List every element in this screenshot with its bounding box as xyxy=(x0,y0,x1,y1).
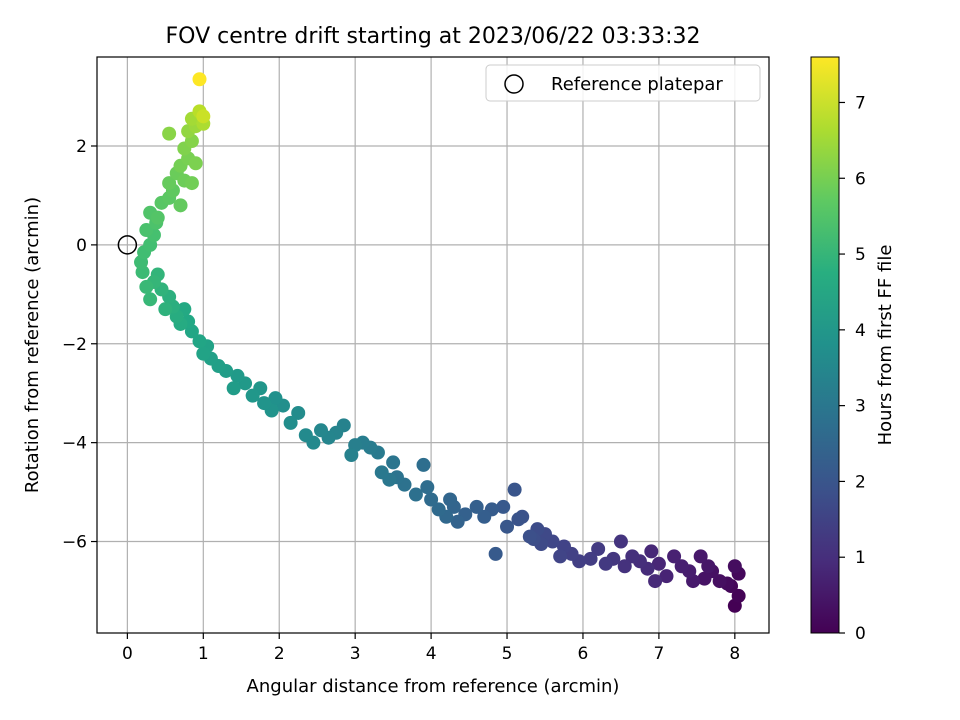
data-point xyxy=(173,198,188,213)
data-point xyxy=(408,487,423,502)
plot-frame xyxy=(96,56,770,634)
data-point xyxy=(184,176,199,191)
y-tick-label: −2 xyxy=(62,335,87,355)
data-point xyxy=(431,502,446,517)
data-point xyxy=(196,346,211,361)
data-point xyxy=(344,448,359,463)
data-point xyxy=(697,571,712,586)
x-tick-label: 6 xyxy=(578,644,589,664)
x-tick-label: 5 xyxy=(502,644,513,664)
data-point xyxy=(469,499,484,514)
data-point xyxy=(553,549,568,564)
data-point xyxy=(651,556,666,571)
legend-box xyxy=(485,64,761,102)
data-point xyxy=(712,574,727,589)
data-point xyxy=(298,428,313,443)
x-tick-label: 1 xyxy=(198,644,209,664)
data-point xyxy=(143,292,158,307)
y-axis-label: Rotation from reference (arcmin) xyxy=(22,197,43,493)
data-point xyxy=(625,549,640,564)
data-point xyxy=(162,176,177,191)
x-tick-label: 0 xyxy=(122,644,133,664)
data-point xyxy=(450,514,465,529)
data-point xyxy=(591,541,606,556)
data-point xyxy=(188,156,203,171)
y-tick-label: 2 xyxy=(76,137,87,157)
x-tick-label: 4 xyxy=(426,644,437,664)
data-point xyxy=(648,574,663,589)
data-point xyxy=(245,388,260,403)
data-point xyxy=(617,559,632,574)
data-point xyxy=(727,559,742,574)
data-point xyxy=(386,455,401,470)
data-point xyxy=(522,529,537,544)
data-point xyxy=(139,279,154,294)
colorbar-tick-label: 0 xyxy=(855,624,866,644)
chart-title: FOV centre drift starting at 2023/06/22 … xyxy=(166,24,701,49)
data-point xyxy=(257,396,272,411)
legend: Reference platepar xyxy=(485,64,761,102)
data-point xyxy=(314,423,328,438)
colorbar: 0 1 2 3 4 5 6 7 Hours from first FF file xyxy=(810,56,896,644)
colorbar-tick-label: 2 xyxy=(855,472,866,492)
reference-platepar-marker xyxy=(117,235,138,255)
data-point xyxy=(477,509,492,524)
colorbar-label: Hours from first FF file xyxy=(875,245,896,446)
data-point xyxy=(150,210,165,225)
data-point xyxy=(420,480,435,495)
data-point xyxy=(488,546,503,561)
data-point xyxy=(268,391,283,406)
y-tick-label: −6 xyxy=(62,533,87,553)
data-point xyxy=(416,457,431,472)
data-point xyxy=(693,549,708,564)
colorbar-tick-label: 7 xyxy=(855,93,866,113)
colorbar-tick-label: 3 xyxy=(855,397,866,417)
data-point xyxy=(667,549,682,564)
y-tick-label: 0 xyxy=(76,236,87,256)
scatter-points xyxy=(134,72,746,613)
data-point xyxy=(374,465,389,480)
data-point xyxy=(507,482,522,497)
data-point xyxy=(598,556,613,571)
x-axis-ticks: 0 1 2 3 4 5 6 7 8 xyxy=(122,633,740,664)
data-point xyxy=(583,551,598,566)
x-tick-label: 8 xyxy=(729,644,740,664)
data-point xyxy=(226,381,241,396)
legend-marker-icon xyxy=(504,74,524,94)
colorbar-tick-label: 6 xyxy=(855,169,866,189)
colorbar-tick-label: 4 xyxy=(855,321,866,341)
data-point xyxy=(162,126,177,141)
data-point xyxy=(701,559,716,574)
legend-entry-reference-platepar: Reference platepar xyxy=(551,74,723,95)
data-point xyxy=(644,544,659,559)
data-point xyxy=(192,72,207,87)
data-point xyxy=(230,368,245,383)
data-point xyxy=(424,492,439,507)
data-point xyxy=(731,588,746,603)
data-point xyxy=(674,559,689,574)
data-point xyxy=(158,302,173,317)
x-tick-label: 3 xyxy=(350,644,361,664)
data-point xyxy=(511,512,526,527)
data-point xyxy=(443,492,458,507)
data-point xyxy=(496,499,511,514)
x-tick-label: 7 xyxy=(653,644,664,664)
y-axis-ticks: −6 −4 −2 0 2 xyxy=(62,137,97,553)
colorbar-tick-label: 5 xyxy=(855,245,866,265)
data-point xyxy=(192,334,207,349)
data-point xyxy=(500,519,515,534)
y-tick-label: −4 xyxy=(62,434,87,454)
data-point xyxy=(659,569,674,584)
data-point xyxy=(291,405,306,420)
x-tick-label: 2 xyxy=(274,644,285,664)
data-point xyxy=(613,534,628,549)
data-point xyxy=(196,109,211,124)
colorbar-ticks: 0 1 2 3 4 5 6 7 xyxy=(839,93,866,644)
colorbar-tick-label: 1 xyxy=(855,548,866,568)
x-axis-label: Angular distance from reference (arcmin) xyxy=(247,676,620,697)
colorbar-gradient xyxy=(810,56,840,634)
data-point xyxy=(283,415,298,430)
data-point xyxy=(139,223,154,238)
